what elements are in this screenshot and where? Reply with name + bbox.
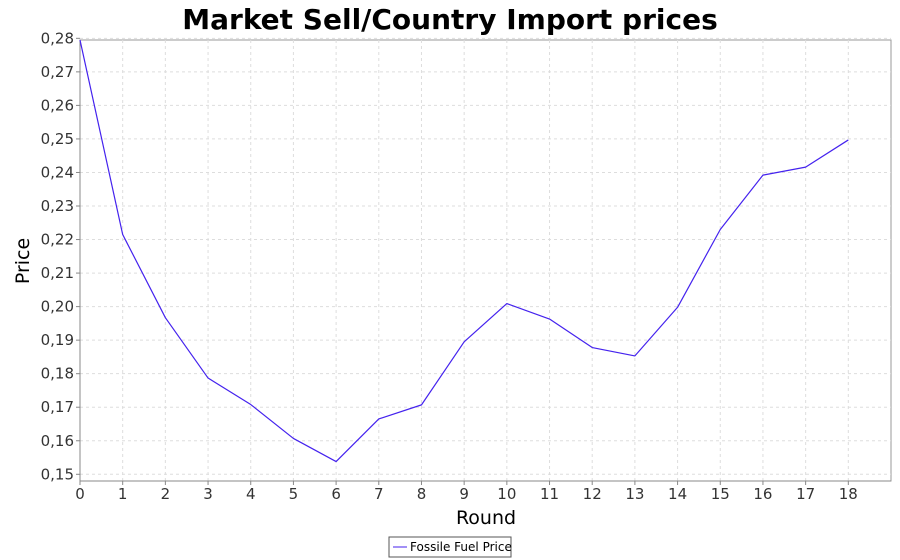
data-point: [719, 228, 721, 230]
data-point: [207, 377, 209, 379]
data-point: [250, 404, 252, 406]
y-tick-label: 0,20: [41, 298, 74, 316]
data-point: [164, 317, 166, 319]
data-point: [549, 318, 551, 320]
y-tick-label: 0,26: [41, 96, 74, 114]
x-tick-label: 3: [203, 485, 213, 503]
x-tick-label: 5: [289, 485, 299, 503]
y-tick-label: 0,23: [41, 197, 74, 215]
series-line-fossile-fuel-price: [79, 39, 849, 463]
x-tick-label: 12: [583, 485, 602, 503]
x-tick-label: 8: [417, 485, 427, 503]
y-tick-label: 0,18: [41, 365, 74, 383]
data-point: [463, 341, 465, 343]
y-tick-label: 0,15: [41, 465, 74, 483]
y-tick-label: 0,27: [41, 63, 74, 81]
y-tick-label: 0,16: [41, 432, 74, 450]
y-tick-label: 0,24: [41, 163, 74, 181]
data-point: [292, 437, 294, 439]
y-tick-label: 0,22: [41, 231, 74, 249]
legend-box: [388, 536, 512, 558]
data-point: [506, 303, 508, 305]
y-axis-title: Price: [12, 238, 34, 284]
x-tick-label: 2: [161, 485, 171, 503]
y-tick-label: 0,28: [41, 29, 74, 47]
legend: Fossile Fuel Price: [388, 536, 512, 558]
axes-layer: 0,15 0,16 0,17 0,18 0,19 0,20 0,21 0,22 0,23 0,24…: [41, 29, 891, 503]
x-tick-label: 7: [374, 485, 384, 503]
y-tick-label: 0,19: [41, 331, 74, 349]
data-point: [677, 306, 679, 308]
x-tick-label: 9: [459, 485, 469, 503]
legend-label: Fossile Fuel Price: [410, 540, 512, 554]
data-point: [762, 174, 764, 176]
x-axis-title: Round: [456, 507, 516, 529]
x-tick-label: 10: [497, 485, 516, 503]
grid-layer: [79, 37, 891, 481]
data-point: [805, 166, 807, 168]
x-tick-label: 14: [668, 485, 687, 503]
data-point: [591, 347, 593, 349]
x-tick-label: 15: [711, 485, 730, 503]
x-tick-label: 1: [118, 485, 128, 503]
x-tick-label: 4: [246, 485, 256, 503]
data-point: [79, 39, 81, 41]
x-tick-label: 6: [331, 485, 341, 503]
data-point: [847, 139, 849, 141]
plot-area: [79, 39, 892, 482]
x-tick-label: 18: [839, 485, 858, 503]
y-tick-label: 0,21: [41, 264, 74, 282]
x-tick-label: 13: [625, 485, 644, 503]
x-tick-label: 16: [753, 485, 772, 503]
data-point: [335, 461, 337, 463]
data-point: [122, 234, 124, 236]
x-tick-label: 17: [796, 485, 815, 503]
x-tick-label: 11: [540, 485, 559, 503]
y-tick-label: 0,25: [41, 130, 74, 148]
data-point: [634, 355, 636, 357]
y-tick-label: 0,17: [41, 398, 74, 416]
x-tick-label: 0: [75, 485, 85, 503]
data-point: [420, 404, 422, 406]
chart-title: Market Sell/Country Import prices: [182, 3, 718, 36]
series-layer: [79, 39, 849, 463]
data-point: [378, 418, 380, 420]
